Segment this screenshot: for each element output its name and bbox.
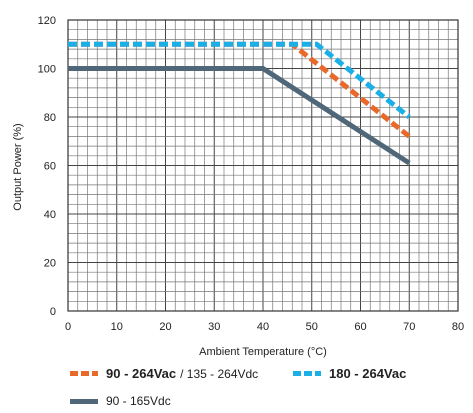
legend-label-bold: 90 - 264Vac bbox=[106, 366, 177, 381]
x-axis-label: Ambient Temperature (°C) bbox=[199, 346, 327, 358]
y-tick-label: 40 bbox=[44, 209, 56, 221]
legend-item-gray: 90 - 165Vdc bbox=[70, 394, 171, 408]
legend-label-rest: / 135 - 264Vdc bbox=[180, 366, 259, 381]
x-tick-label: 40 bbox=[257, 321, 269, 333]
x-tick-label: 50 bbox=[306, 321, 318, 333]
x-tick-label: 70 bbox=[403, 321, 415, 333]
series-lines bbox=[68, 41, 411, 166]
x-tick-label: 30 bbox=[208, 321, 220, 333]
legend-swatch-gray bbox=[70, 398, 98, 404]
y-tick-label: 60 bbox=[44, 161, 56, 173]
y-tick-label: 20 bbox=[44, 258, 56, 270]
legend-label-bold: 180 - 264Vac bbox=[329, 366, 407, 381]
legend-item-blue: 180 - 264Vac bbox=[293, 366, 410, 381]
y-tick-label: 0 bbox=[50, 306, 56, 318]
legend-label: 90 - 165Vdc bbox=[106, 394, 171, 408]
x-tick-label: 10 bbox=[111, 321, 123, 333]
series-line-1 bbox=[68, 41, 411, 119]
y-axis-label: Output Power (%) bbox=[12, 123, 24, 210]
series-line-0 bbox=[68, 41, 411, 139]
legend-swatch-blue bbox=[293, 371, 321, 376]
plot-frame bbox=[67, 19, 459, 312]
x-tick-label: 20 bbox=[159, 321, 171, 333]
y-tick-label: 120 bbox=[38, 15, 56, 27]
legend-item-orange: 90 - 264Vac / 135 - 264Vdc bbox=[70, 366, 258, 381]
grid bbox=[67, 19, 459, 312]
legend-swatch-orange bbox=[70, 371, 98, 376]
x-tick-label: 0 bbox=[65, 321, 71, 333]
y-tick-label: 80 bbox=[44, 112, 56, 124]
series-line-2 bbox=[68, 66, 411, 166]
x-tick-label: 80 bbox=[452, 321, 464, 333]
y-tick-label: 100 bbox=[38, 64, 56, 76]
x-tick-label: 60 bbox=[354, 321, 366, 333]
tick-labels: 0 10 20 30 40 50 60 70 80 0 20 40 60 80 100 120 bbox=[38, 15, 464, 333]
